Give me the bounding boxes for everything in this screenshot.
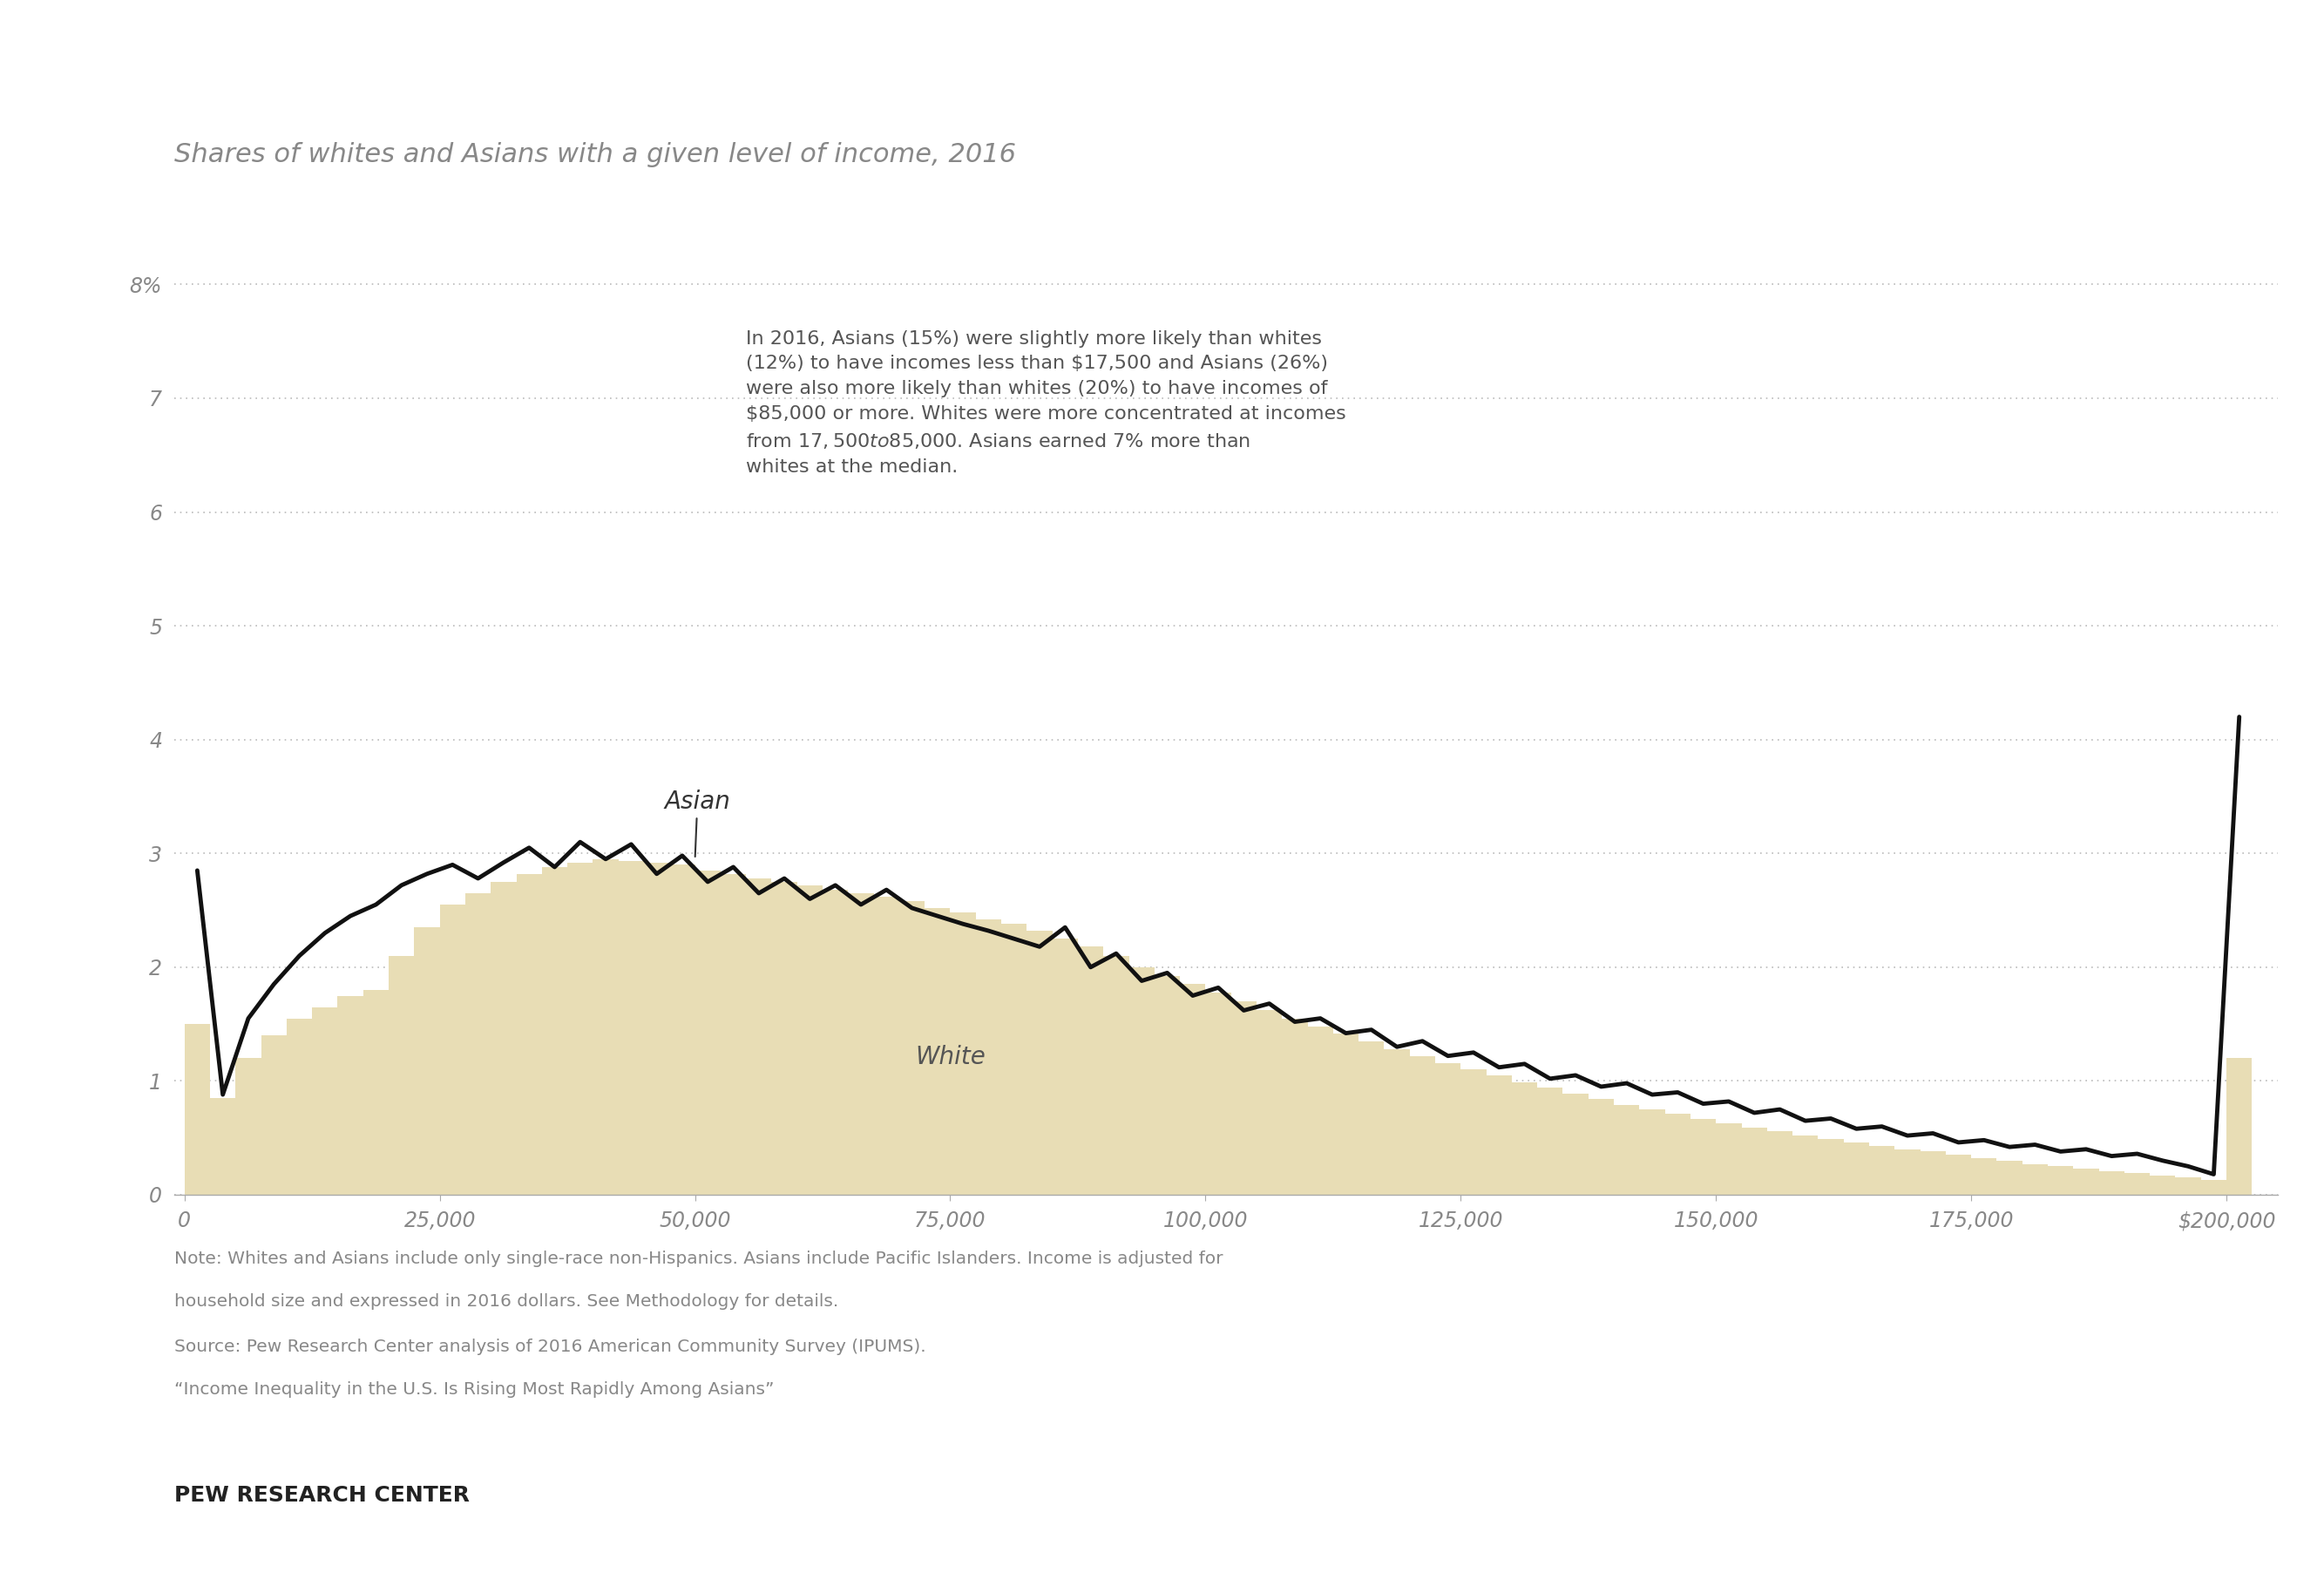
Bar	[567, 862, 593, 1195]
Bar	[363, 989, 388, 1195]
Bar	[490, 883, 516, 1195]
Bar	[1920, 1152, 1945, 1195]
Bar	[1715, 1123, 1741, 1195]
Bar	[1385, 1050, 1411, 1195]
Bar	[286, 1018, 311, 1195]
Text: White: White	[916, 1045, 985, 1069]
Bar	[1308, 1026, 1334, 1195]
Bar	[593, 859, 618, 1195]
Bar	[235, 1058, 260, 1195]
Bar	[925, 908, 951, 1195]
Bar	[1868, 1145, 1894, 1195]
Bar	[1817, 1139, 1843, 1195]
Bar	[1766, 1131, 1792, 1195]
Bar	[1283, 1018, 1308, 1195]
Text: “Income Inequality in the U.S. Is Rising Most Rapidly Among Asians”: “Income Inequality in the U.S. Is Rising…	[174, 1381, 774, 1397]
Text: household size and expressed in 2016 dollars. See Methodology for details.: household size and expressed in 2016 dol…	[174, 1294, 839, 1309]
Bar	[2124, 1172, 2150, 1195]
Bar	[260, 1035, 286, 1195]
Bar	[2099, 1171, 2124, 1195]
Bar	[1002, 924, 1027, 1195]
Bar	[1690, 1118, 1715, 1195]
Bar	[874, 897, 899, 1195]
Bar	[209, 1098, 235, 1195]
Text: In 2016, Asians (15%) were slightly more likely than whites
(12%) to have income: In 2016, Asians (15%) were slightly more…	[746, 330, 1346, 476]
Bar	[1971, 1158, 1996, 1195]
Bar	[1513, 1082, 1536, 1195]
Bar	[695, 870, 720, 1195]
Bar	[1027, 930, 1053, 1195]
Bar	[184, 1024, 209, 1195]
Bar	[772, 883, 797, 1195]
Bar	[1945, 1155, 1971, 1195]
Bar	[823, 890, 848, 1195]
Bar	[1536, 1088, 1562, 1195]
Bar	[848, 894, 874, 1195]
Bar	[1436, 1063, 1462, 1195]
Bar	[899, 902, 925, 1195]
Bar	[1664, 1114, 1690, 1195]
Bar	[2175, 1177, 2201, 1195]
Bar	[1587, 1099, 1613, 1195]
Text: Shares of whites and Asians with a given level of income, 2016: Shares of whites and Asians with a given…	[174, 142, 1016, 167]
Bar	[951, 913, 976, 1195]
Bar	[1792, 1136, 1817, 1195]
Bar	[1562, 1093, 1587, 1195]
Bar	[720, 875, 746, 1195]
Bar	[1996, 1161, 2022, 1195]
Bar	[1078, 946, 1104, 1195]
Text: Asian: Asian	[665, 789, 730, 857]
Bar	[1360, 1042, 1385, 1195]
Bar	[2201, 1180, 2226, 1195]
Bar	[388, 956, 414, 1195]
Bar	[2073, 1169, 2099, 1195]
Bar	[1257, 1010, 1283, 1195]
Bar	[465, 894, 490, 1195]
Bar	[1638, 1109, 1664, 1195]
Bar	[1129, 967, 1155, 1195]
Bar	[1613, 1106, 1638, 1195]
Bar	[1894, 1149, 1920, 1195]
Bar	[2226, 1058, 2252, 1195]
Bar	[1487, 1075, 1513, 1195]
Bar	[311, 1007, 337, 1195]
Bar	[1232, 1002, 1257, 1195]
Bar	[516, 875, 541, 1195]
Bar	[1155, 977, 1181, 1195]
Bar	[2047, 1166, 2073, 1195]
Bar	[746, 878, 772, 1195]
Bar	[2022, 1164, 2047, 1195]
Bar	[1843, 1142, 1868, 1195]
Bar	[1053, 938, 1078, 1195]
Bar	[337, 996, 363, 1195]
Bar	[644, 862, 669, 1195]
Bar	[2150, 1176, 2175, 1195]
Text: Source: Pew Research Center analysis of 2016 American Community Survey (IPUMS).: Source: Pew Research Center analysis of …	[174, 1338, 925, 1354]
Text: Note: Whites and Asians include only single-race non-Hispanics. Asians include P: Note: Whites and Asians include only sin…	[174, 1251, 1222, 1266]
Bar	[1104, 956, 1129, 1195]
Bar	[1334, 1034, 1360, 1195]
Bar	[414, 927, 439, 1195]
Bar	[1181, 984, 1206, 1195]
Bar	[669, 865, 695, 1195]
Bar	[439, 905, 465, 1195]
Bar	[1462, 1069, 1487, 1195]
Text: PEW RESEARCH CENTER: PEW RESEARCH CENTER	[174, 1485, 469, 1505]
Bar	[1411, 1056, 1436, 1195]
Bar	[1741, 1128, 1766, 1195]
Bar	[541, 867, 567, 1195]
Bar	[797, 886, 823, 1195]
Bar	[1206, 992, 1232, 1195]
Bar	[976, 919, 1002, 1195]
Bar	[618, 862, 644, 1195]
